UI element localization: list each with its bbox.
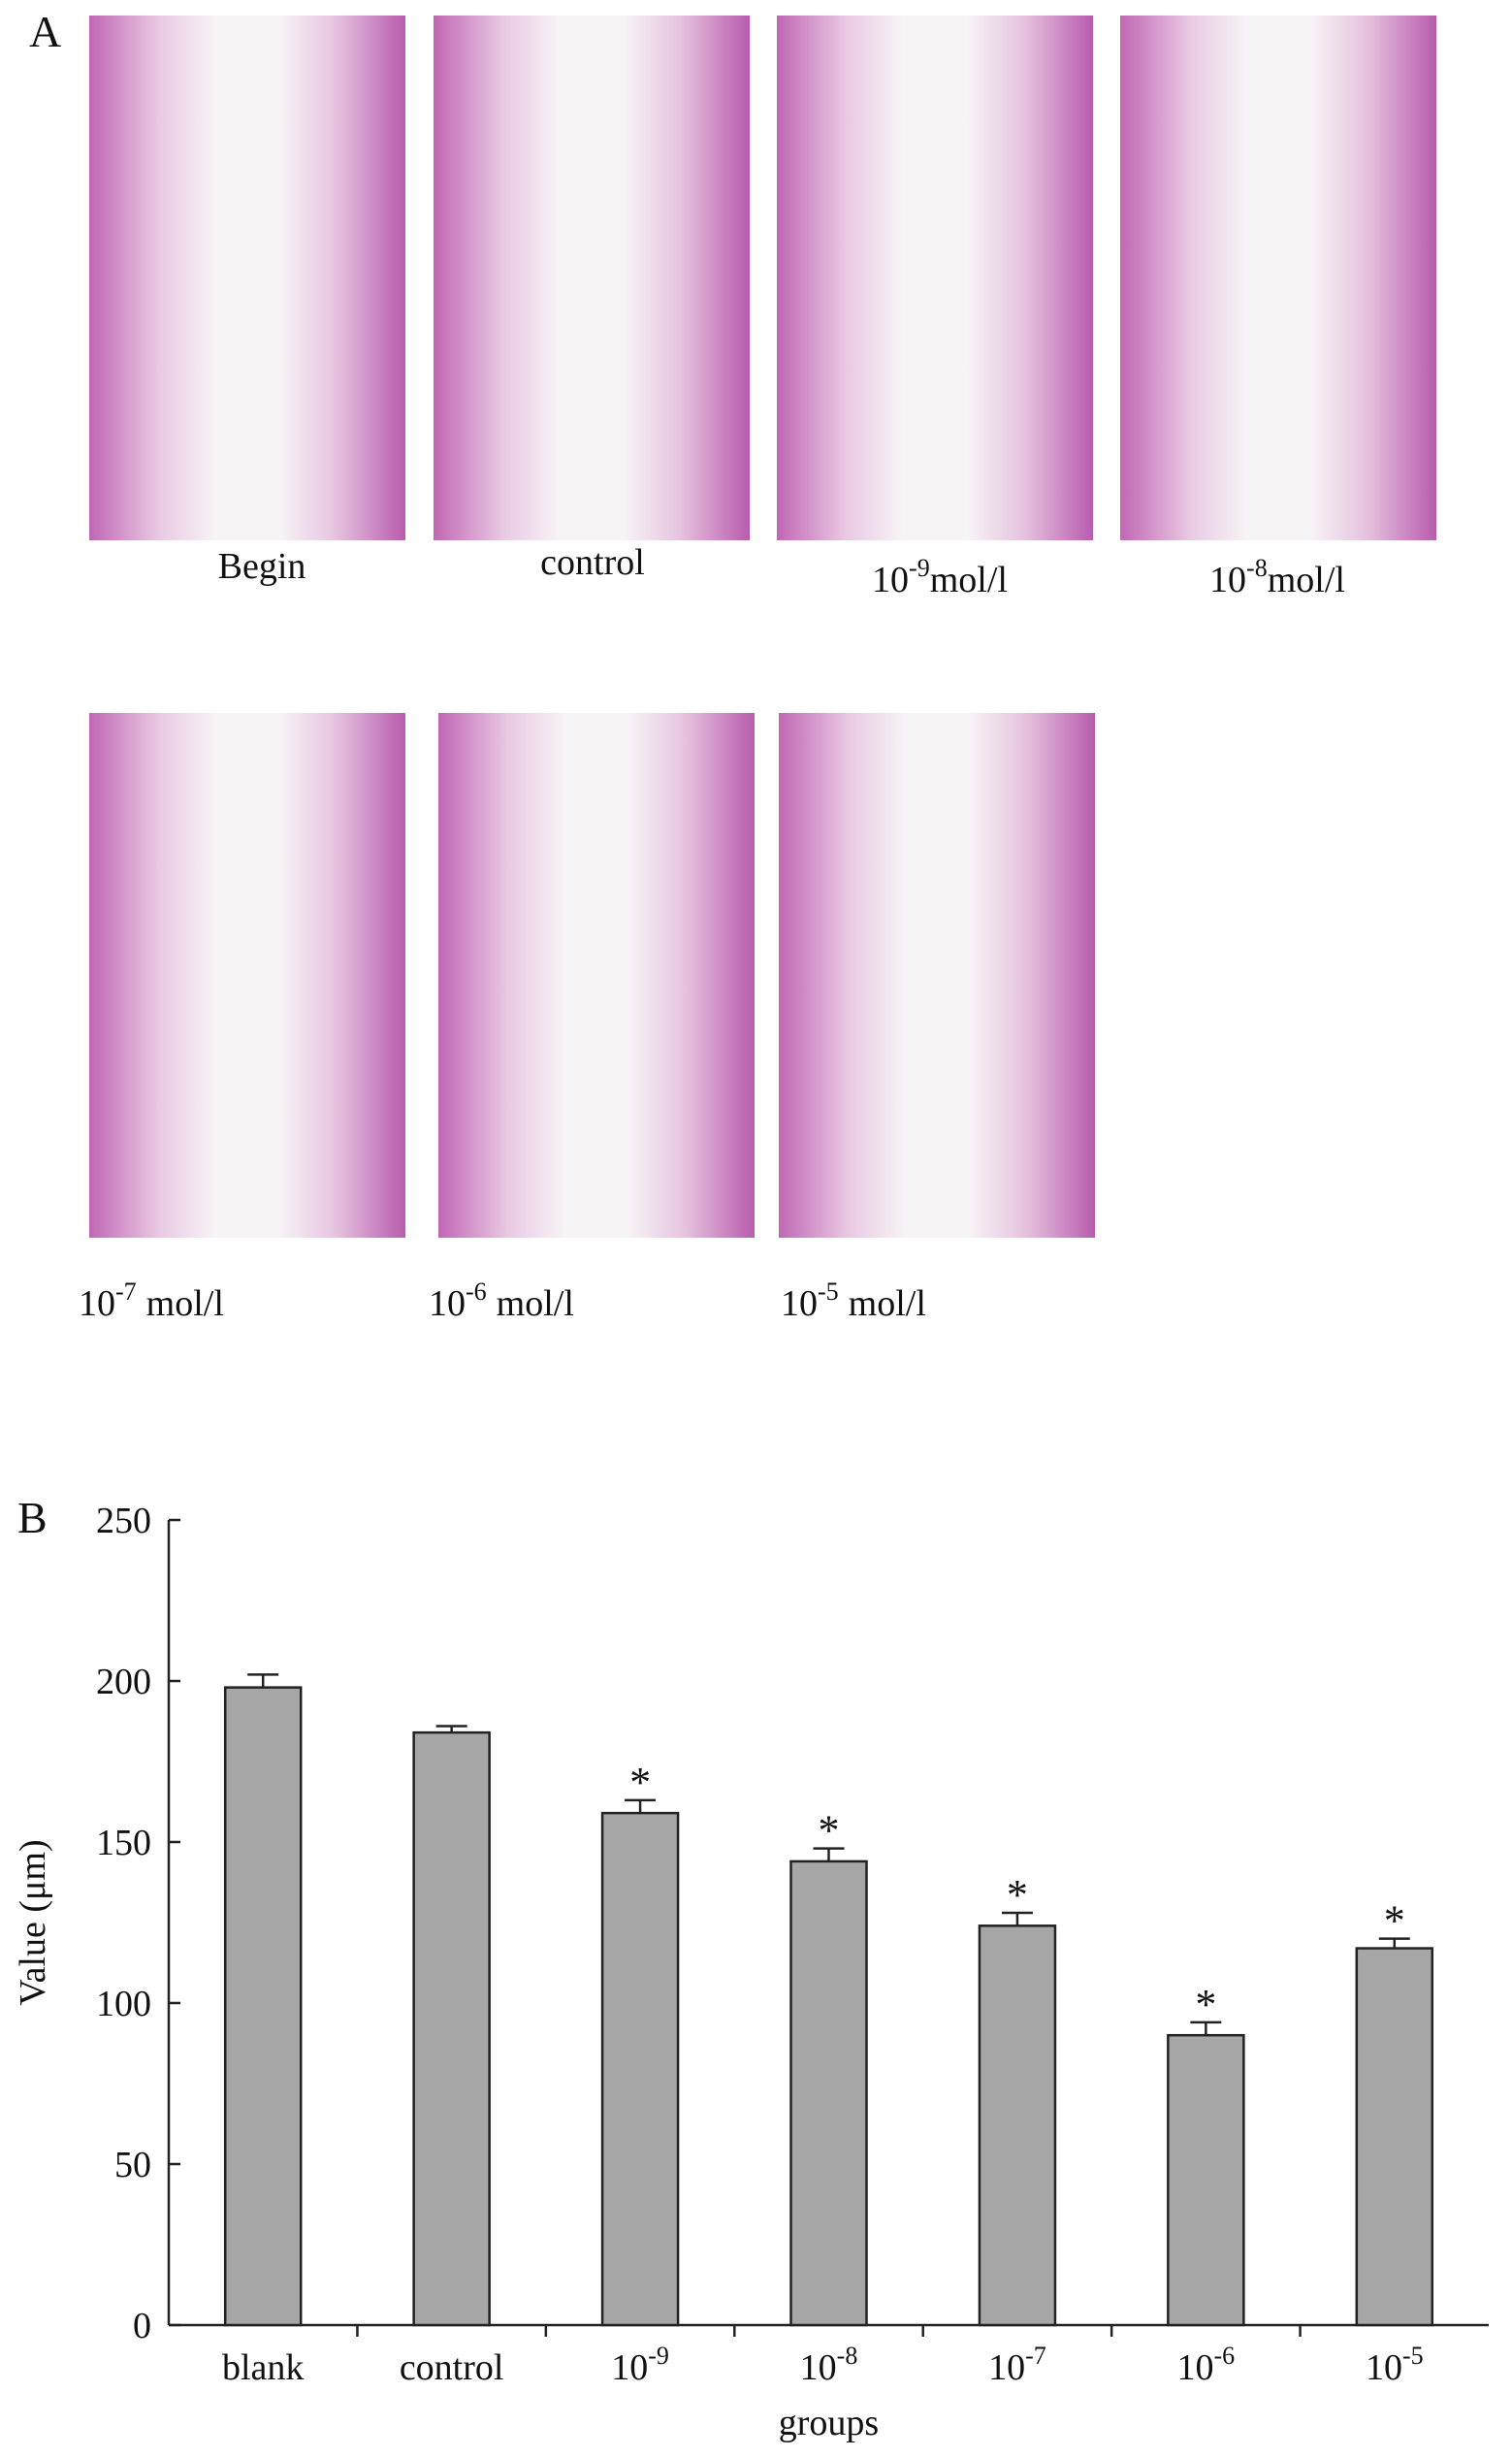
- x-tick-label: 10-8: [800, 2342, 858, 2388]
- significance-mark: *: [819, 1807, 840, 1855]
- error-bar: [813, 1847, 845, 1861]
- exponent: -5: [818, 1277, 839, 1306]
- image-caption: 10-5 mol/l: [781, 1277, 926, 1324]
- base: 10: [781, 1283, 818, 1324]
- unit: mol/l: [849, 1283, 926, 1324]
- exponent: -7: [115, 1277, 137, 1306]
- y-tick-label: 150: [96, 1823, 151, 1863]
- image-caption: 10-6 mol/l: [429, 1277, 574, 1324]
- unit: mol/l: [1268, 560, 1345, 600]
- base: 10: [1209, 560, 1246, 600]
- micrograph: [1120, 16, 1436, 540]
- base: 10: [429, 1283, 466, 1324]
- base: 10: [611, 2347, 648, 2388]
- bar: [978, 1924, 1057, 2327]
- bar: [1355, 1947, 1434, 2327]
- panel-label: A: [29, 7, 61, 56]
- exponent: -9: [648, 2342, 669, 2370]
- exponent: -9: [909, 554, 930, 582]
- base: 10: [1366, 2347, 1402, 2388]
- micrograph: [438, 713, 755, 1238]
- y-tick-label: 100: [96, 1984, 151, 2024]
- significance-mark: *: [1007, 1871, 1028, 1919]
- x-tick-label: control: [400, 2347, 504, 2388]
- bar: [223, 1686, 303, 2327]
- micrograph: [779, 713, 1095, 1238]
- micrograph: [89, 713, 405, 1238]
- error-bar: [1378, 1937, 1410, 1949]
- image-caption: 10-8mol/l: [1209, 554, 1345, 600]
- exponent: -5: [1402, 2342, 1424, 2370]
- base: 10: [872, 560, 909, 600]
- exponent: -6: [1214, 2342, 1236, 2370]
- image-caption: control: [540, 542, 645, 583]
- bar: [1167, 2033, 1245, 2327]
- x-axis-label: groups: [779, 2403, 879, 2443]
- exponent: -7: [1025, 2342, 1046, 2370]
- significance-mark: *: [629, 1759, 651, 1806]
- unit: mol/l: [146, 1283, 224, 1324]
- micrograph: [777, 16, 1093, 540]
- image-caption: 10-7 mol/l: [79, 1277, 224, 1324]
- image-caption: 10-9mol/l: [872, 554, 1008, 600]
- error-bar: [247, 1673, 279, 1688]
- y-tick-label: 200: [96, 1662, 151, 1702]
- x-tick-label: 10-6: [1177, 2342, 1236, 2388]
- error-bar: [1001, 1911, 1033, 1926]
- x-tick-label: 10-9: [611, 2342, 669, 2388]
- y-tick-label: 50: [114, 2145, 151, 2185]
- exponent: -8: [837, 2342, 858, 2370]
- micrograph: [89, 16, 405, 540]
- base: 10: [79, 1283, 115, 1324]
- exponent: -6: [466, 1277, 487, 1306]
- base: 10: [800, 2347, 837, 2388]
- y-tick-label: 0: [133, 2306, 151, 2346]
- significance-mark: *: [1384, 1897, 1405, 1945]
- x-tick-label: 10-5: [1366, 2342, 1424, 2388]
- significance-mark: *: [1195, 1981, 1216, 2028]
- y-tick-label: 250: [96, 1501, 151, 1541]
- base: 10: [988, 2347, 1025, 2388]
- error-bar: [435, 1725, 467, 1733]
- base: 10: [1177, 2347, 1214, 2388]
- exponent: -8: [1246, 554, 1268, 582]
- image-caption: Begin: [218, 546, 306, 587]
- bar: [412, 1730, 491, 2327]
- error-bar: [625, 1798, 657, 1814]
- unit: mol/l: [497, 1283, 574, 1324]
- bar: [789, 1859, 868, 2327]
- y-axis-label: Value (μm): [13, 1839, 53, 2005]
- micrograph: [434, 16, 750, 540]
- error-bar: [1190, 2021, 1222, 2036]
- x-tick-label: blank: [222, 2347, 304, 2388]
- panel-label: B: [17, 1493, 48, 1542]
- unit: mol/l: [930, 560, 1008, 600]
- x-tick-label: 10-7: [988, 2342, 1046, 2388]
- bar: [600, 1811, 680, 2327]
